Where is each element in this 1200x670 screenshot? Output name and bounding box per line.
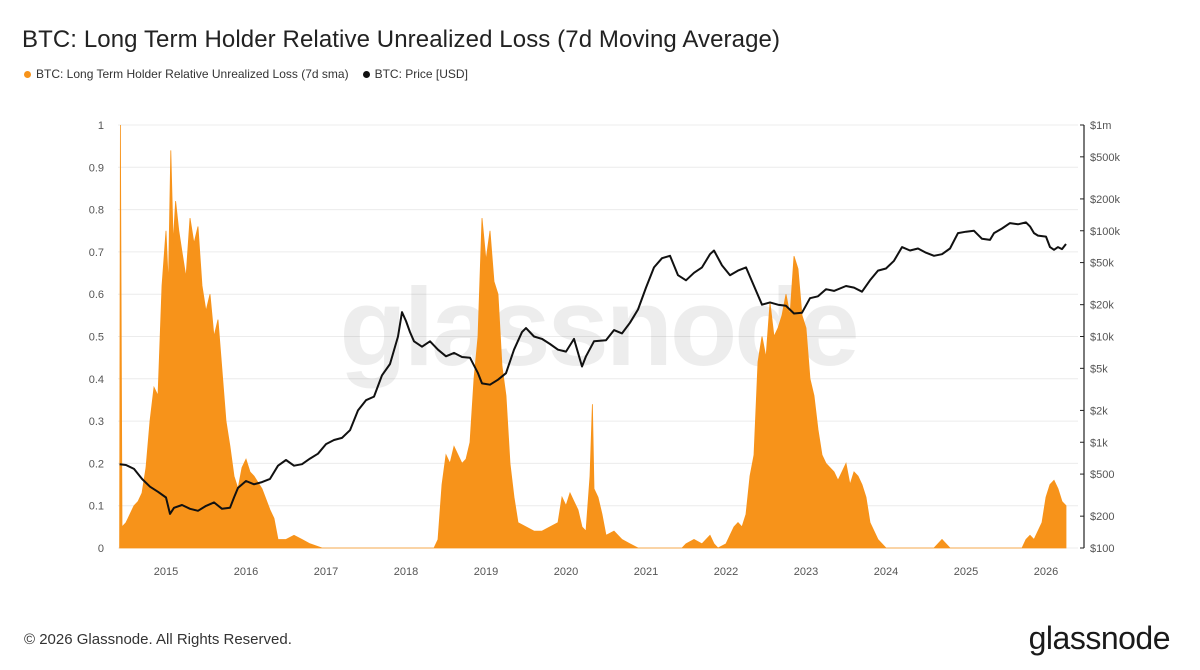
axis-layer: 1 0.9 0.8 0.7 0.6 0.5 0.4 0.3 0.2 0.1 0 $1m $500k $20… <box>89 120 1121 578</box>
x-tick-label: 2024 <box>874 566 898 578</box>
y-left-tick-label: 0.6 <box>89 289 104 301</box>
legend-item-loss[interactable]: BTC: Long Term Holder Relative Unrealize… <box>24 67 349 81</box>
x-tick-label: 2016 <box>234 566 258 578</box>
brand-logo: glassnode <box>1028 620 1171 656</box>
y-right-tick-label: $200k <box>1090 194 1120 206</box>
y-left-tick-label: 0 <box>98 543 104 555</box>
y-right-tick-label: $500 <box>1090 469 1114 481</box>
x-tick-label: 2018 <box>394 566 418 578</box>
legend: BTC: Long Term Holder Relative Unrealize… <box>24 67 468 81</box>
x-tick-label: 2021 <box>634 566 658 578</box>
x-tick-label: 2026 <box>1034 566 1058 578</box>
legend-label-loss: BTC: Long Term Holder Relative Unrealize… <box>36 67 349 81</box>
y-left-tick-label: 1 <box>98 120 104 132</box>
y-right-tick-label: $1k <box>1090 437 1108 449</box>
y-right-tick-label: $5k <box>1090 363 1108 375</box>
y-left-tick-label: 0.7 <box>89 247 104 259</box>
y-right-tick-label: $100k <box>1090 226 1120 238</box>
x-tick-label: 2025 <box>954 566 978 578</box>
chart-title: BTC: Long Term Holder Relative Unrealize… <box>22 26 781 53</box>
y-left-tick-label: 0.8 <box>89 205 104 217</box>
legend-marker-loss <box>24 70 31 78</box>
x-tick-label: 2022 <box>714 566 738 578</box>
y-right-tick-label: $500k <box>1090 152 1120 164</box>
price-line-layer <box>119 221 1067 515</box>
y-right-tick-label: $200 <box>1090 511 1114 523</box>
y-left-tick-label: 0.1 <box>89 501 104 513</box>
loss-area-layer <box>119 124 1067 549</box>
y-left-tick-label: 0.3 <box>89 416 104 428</box>
y-right-tick-label: $1m <box>1090 120 1111 132</box>
x-tick-label: 2023 <box>794 566 818 578</box>
copyright-text: © 2026 Glassnode. All Rights Reserved. <box>24 631 292 648</box>
y-left-tick-label: 0.9 <box>89 162 104 174</box>
y-right-tick-label: $50k <box>1090 258 1114 270</box>
y-right-tick-label: $20k <box>1090 300 1114 312</box>
y-left-tick-label: 0.4 <box>89 374 104 386</box>
y-left-tick-label: 0.2 <box>89 458 104 470</box>
price-line <box>119 221 1067 515</box>
x-tick-label: 2019 <box>474 566 498 578</box>
legend-label-price: BTC: Price [USD] <box>374 67 468 81</box>
x-tick-label: 2015 <box>154 566 178 578</box>
legend-marker-price <box>362 70 370 78</box>
y-right-tick-label: $10k <box>1090 332 1114 344</box>
y-right-tick-label: $2k <box>1090 405 1108 417</box>
legend-item-price[interactable]: BTC: Price [USD] <box>362 67 468 81</box>
y-left-tick-label: 0.5 <box>89 332 104 344</box>
y-right-tick-label: $100 <box>1090 543 1114 555</box>
x-tick-label: 2020 <box>554 566 578 578</box>
loss-area <box>119 124 1067 549</box>
x-tick-label: 2017 <box>314 566 338 578</box>
